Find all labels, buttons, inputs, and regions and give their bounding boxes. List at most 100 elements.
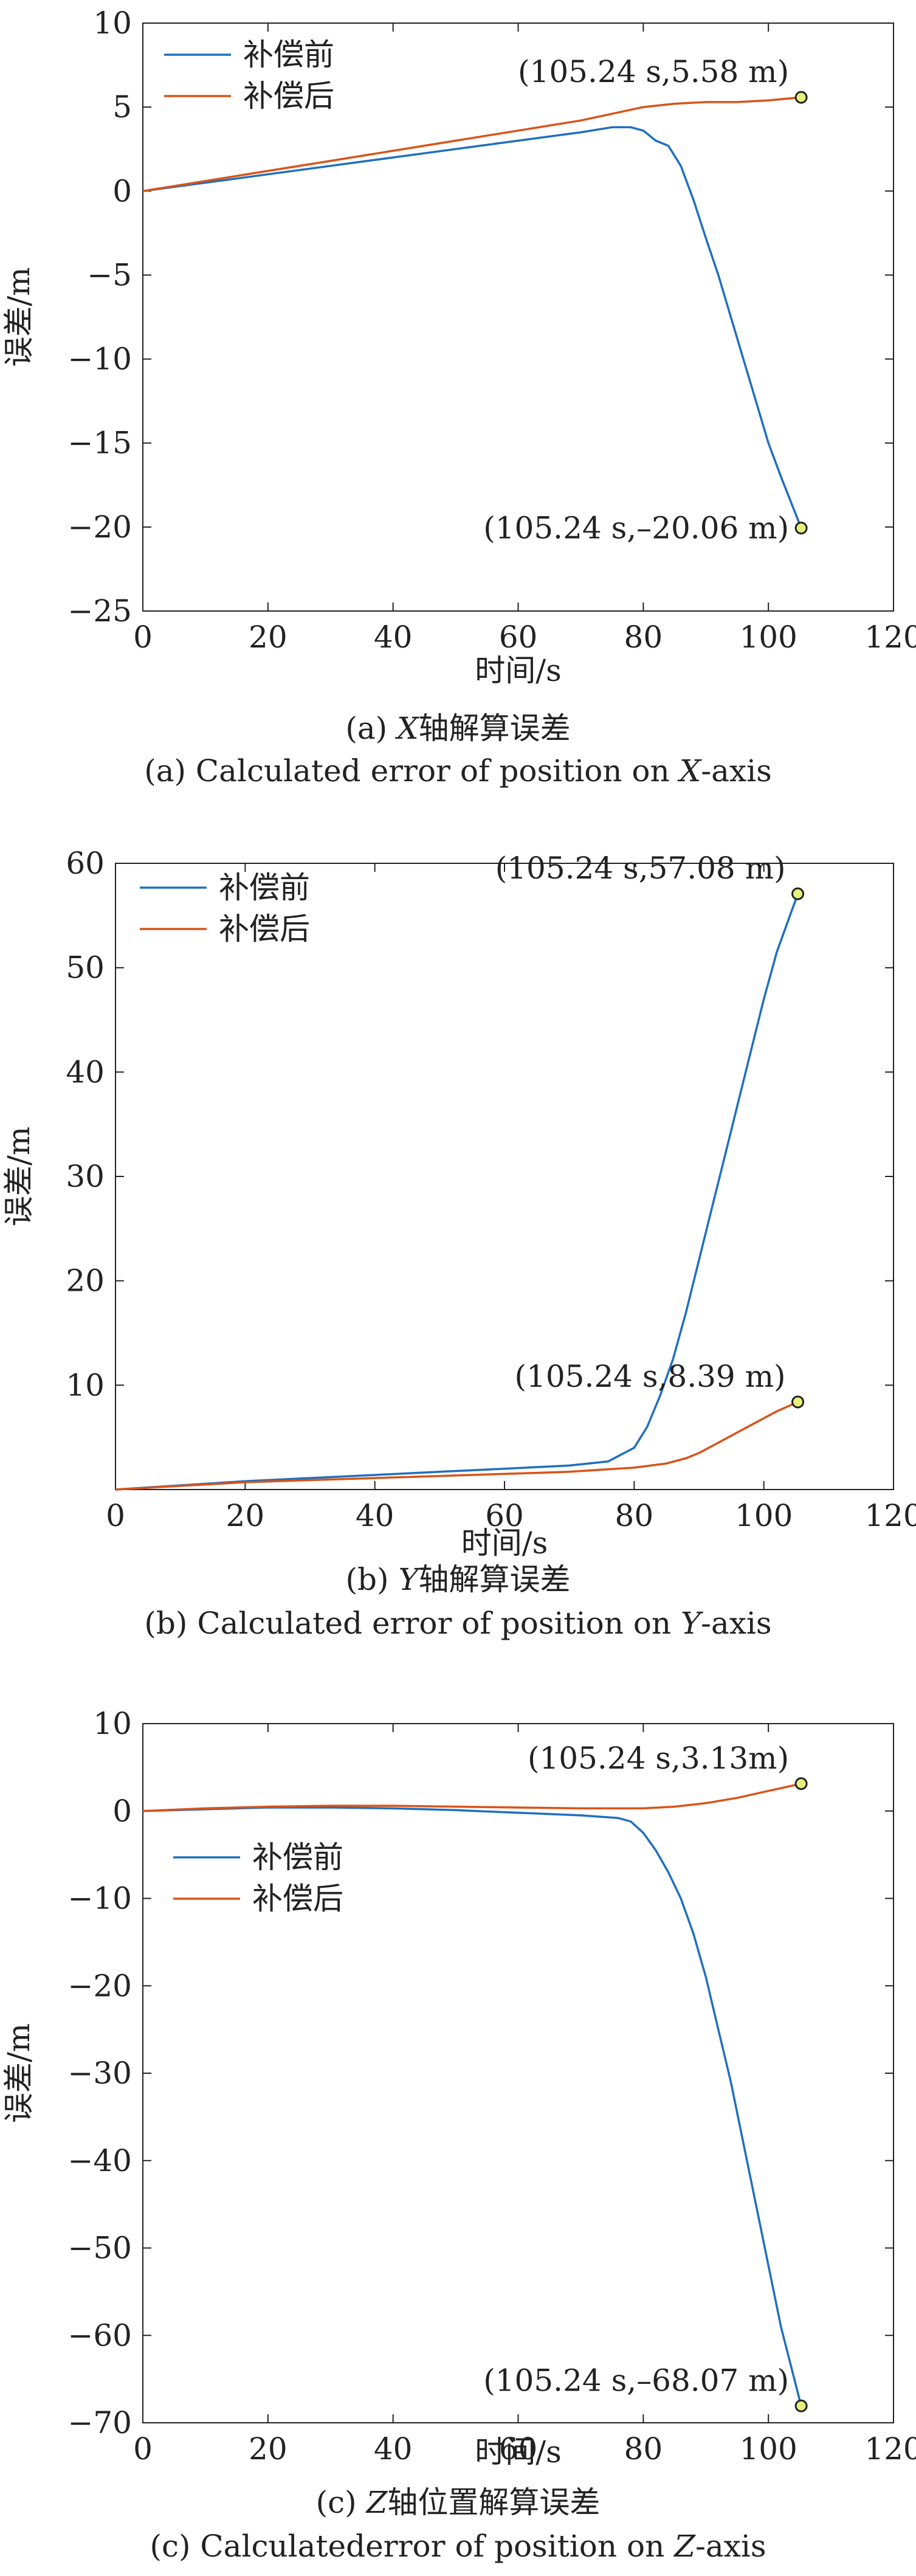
caption-axis-letter: Y bbox=[681, 1606, 701, 1641]
y-tick-label: −40 bbox=[67, 2143, 132, 2178]
x-tick-label: 20 bbox=[249, 620, 288, 655]
y-tick-label: 10 bbox=[93, 5, 132, 41]
x-tick-label: 40 bbox=[356, 1498, 394, 1533]
series-line-after bbox=[115, 1401, 799, 1491]
x-tick-label: 100 bbox=[739, 2431, 797, 2467]
endpoint-marker bbox=[794, 522, 808, 535]
caption-prefix: (b) bbox=[345, 1562, 399, 1597]
caption-prefix: (a) bbox=[345, 711, 398, 746]
x-tick-label: 120 bbox=[864, 2431, 916, 2467]
x-tick-label: 60 bbox=[485, 1498, 524, 1533]
caption-prefix: (c) bbox=[315, 2485, 367, 2520]
y-tick-label: 10 bbox=[66, 1367, 105, 1403]
x-tick-label: 0 bbox=[133, 620, 153, 655]
chart-b-caption-cn: (b) Y轴解算误差 bbox=[0, 1563, 916, 1597]
x-tick-label: 0 bbox=[106, 1498, 125, 1533]
endpoint-marker bbox=[791, 887, 805, 900]
y-tick-label: 50 bbox=[66, 950, 105, 986]
y-axis-label: 误差/m bbox=[1, 1127, 36, 1226]
y-tick-label: 30 bbox=[66, 1159, 105, 1194]
x-tick-label: 100 bbox=[735, 1498, 793, 1533]
endpoint-annotation: (105.24 s,8.39 m) bbox=[515, 1359, 786, 1394]
y-tick-label: −70 bbox=[67, 2405, 132, 2440]
endpoint-annotation: (105.24 s,–68.07 m) bbox=[483, 2363, 789, 2398]
endpoint-annotation: (105.24 s,57.08 m) bbox=[495, 851, 786, 886]
endpoint-annotation: (105.24 s,5.58 m) bbox=[518, 54, 789, 89]
series-line-before bbox=[142, 126, 802, 529]
chart-b-svg: 0 20 40 60 80 100 120 60 50 40 30 20 10 时间/s 误差/m 补偿前补偿… bbox=[1, 846, 916, 1561]
x-tick-label: 20 bbox=[226, 1498, 265, 1533]
x-tick-label: 20 bbox=[249, 2431, 288, 2467]
caption-axis-letter: X bbox=[397, 711, 419, 746]
endpoint-annotation: (105.24 s,–20.06 m) bbox=[483, 511, 789, 546]
chart-panel-b: 0 20 40 60 80 100 120 60 50 40 30 20 10 时间/s 误差/m 补偿前 补偿… bbox=[0, 833, 916, 1672]
x-tick-label: 80 bbox=[624, 2431, 663, 2467]
x-tick-label: 80 bbox=[615, 1498, 654, 1533]
caption-axis-letter: Z bbox=[674, 2529, 695, 2564]
x-axis-label: 时间/s bbox=[475, 2434, 562, 2470]
y-tick-label: 20 bbox=[66, 1263, 105, 1299]
y-tick-label: 10 bbox=[93, 1706, 132, 1741]
x-tick-label: 40 bbox=[374, 2431, 413, 2467]
chart-panel-c: 0 20 40 60 80 100 120 10 0 −10 −20 −30 −40 −50 −60 −70 时… bbox=[0, 1696, 916, 2576]
caption-suffix: -axis bbox=[701, 1606, 772, 1641]
y-tick-label: −10 bbox=[67, 1881, 132, 1916]
legend-label: 补偿后 bbox=[252, 1881, 343, 1916]
legend-label: 补偿前 bbox=[243, 37, 334, 72]
y-tick-label: −25 bbox=[67, 593, 132, 629]
series-line-before bbox=[142, 1806, 802, 2406]
y-tick-label: −10 bbox=[67, 342, 132, 377]
endpoint-marker bbox=[794, 91, 808, 104]
chart-c-svg: 0 20 40 60 80 100 120100−10−20−30−40−50−60−70时… bbox=[1, 1706, 916, 2470]
caption-suffix: 轴位置解算误差 bbox=[387, 2485, 601, 2520]
y-tick-label: −20 bbox=[67, 509, 132, 545]
caption-suffix: 轴解算误差 bbox=[418, 711, 571, 746]
legend-label: 补偿前 bbox=[219, 870, 310, 905]
x-tick-label: 120 bbox=[864, 1498, 916, 1533]
caption-prefix: (b) Calculated error of position on bbox=[144, 1606, 681, 1641]
legend-label: 补偿后 bbox=[219, 911, 310, 947]
y-tick-label: −15 bbox=[67, 426, 132, 461]
caption-prefix: (c) Calculatederror of position on bbox=[150, 2529, 675, 2564]
y-tick-label: 5 bbox=[112, 89, 132, 125]
y-axis-label: 误差/m bbox=[1, 2023, 36, 2123]
x-tick-label: 120 bbox=[864, 620, 916, 655]
chart-c-caption-cn: (c) Z轴位置解算误差 bbox=[0, 2485, 916, 2519]
legend-label: 补偿前 bbox=[252, 1840, 343, 1875]
x-tick-label: 0 bbox=[133, 2431, 153, 2467]
chart-a-caption-en: (a) Calculated error of position on X-ax… bbox=[0, 754, 916, 788]
x-axis-label: 时间/s bbox=[461, 1525, 548, 1556]
y-tick-label: 0 bbox=[112, 1794, 132, 1829]
chart-c-caption-en: (c) Calculatederror of position on Z-axi… bbox=[0, 2529, 916, 2563]
endpoint-marker bbox=[791, 1395, 805, 1409]
y-tick-label: 0 bbox=[112, 173, 132, 209]
y-tick-label: −60 bbox=[67, 2318, 132, 2353]
x-tick-label: 60 bbox=[499, 2431, 538, 2467]
series-line-after bbox=[142, 1783, 802, 1812]
y-tick-label: −5 bbox=[87, 257, 132, 292]
chart-b-caption-en: (b) Calculated error of position on Y-ax… bbox=[0, 1606, 916, 1640]
x-tick-label: 80 bbox=[624, 620, 663, 655]
series-line-after bbox=[142, 96, 802, 193]
x-tick-label: 100 bbox=[739, 620, 797, 655]
series-line-before bbox=[115, 893, 799, 1491]
endpoint-marker bbox=[794, 1777, 808, 1790]
x-axis-label: 时间/s bbox=[475, 653, 562, 688]
x-tick-label: 40 bbox=[374, 620, 413, 655]
y-tick-label: 60 bbox=[66, 846, 105, 881]
caption-suffix: -axis bbox=[695, 2529, 766, 2564]
plot-frame bbox=[115, 863, 894, 1490]
caption-suffix: -axis bbox=[701, 753, 772, 789]
chart-a-caption-cn: (a) X轴解算误差 bbox=[0, 711, 916, 745]
caption-axis-letter: Z bbox=[366, 2485, 388, 2520]
y-tick-label: −50 bbox=[67, 2231, 132, 2266]
endpoint-marker bbox=[794, 2399, 808, 2412]
chart-a-svg: 0 20 40 60 80 100 120 10 5 0 −5 −10 −15 −20 −25 时间/s 误差/… bbox=[1, 5, 916, 688]
chart-panel-a: 0 20 40 60 80 100 120 10 5 0 −5 −10 −15 −20 −25 时间/s 误差/… bbox=[0, 0, 916, 815]
y-tick-label: −20 bbox=[67, 1968, 132, 2003]
y-axis-label: 误差/m bbox=[1, 267, 36, 367]
endpoint-annotation: (105.24 s,3.13m) bbox=[528, 1741, 789, 1776]
plot-frame bbox=[142, 1723, 894, 2423]
caption-axis-letter: Y bbox=[398, 1562, 419, 1597]
y-tick-label: −30 bbox=[67, 2056, 132, 2091]
